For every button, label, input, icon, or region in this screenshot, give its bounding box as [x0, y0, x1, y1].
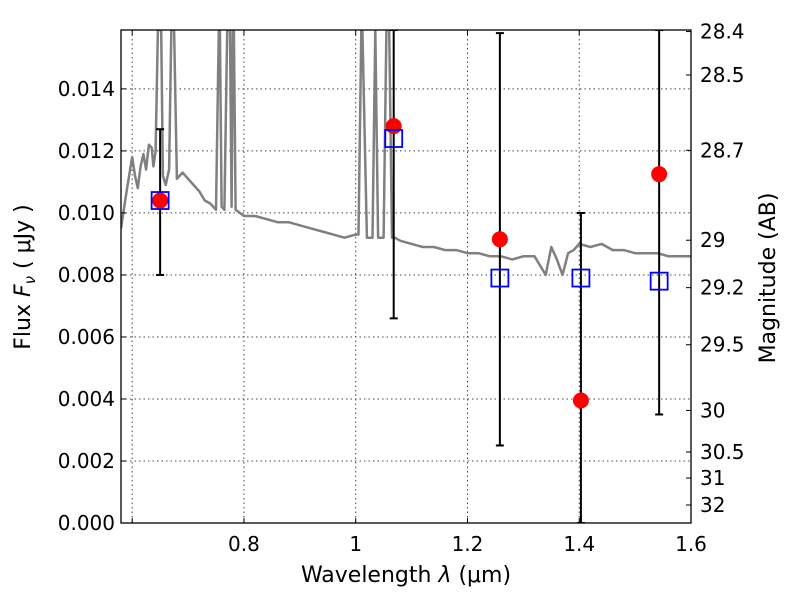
- y-tick-label: 0.002: [58, 449, 115, 473]
- y2-tick-label: 28.5: [700, 63, 745, 87]
- y2-tick-label: 29: [700, 228, 725, 252]
- y2-tick-label: 32: [700, 493, 725, 517]
- x-tick-label: 1.2: [452, 532, 484, 556]
- y2-tick-label: 28.7: [700, 138, 745, 162]
- spectrum-line: [121, 30, 691, 277]
- y2-tick-label: 30.5: [700, 440, 745, 464]
- model-point: [571, 268, 591, 288]
- x-tick-label: 1.4: [563, 532, 595, 556]
- observed-point: [152, 192, 169, 209]
- y2-tick-label: 29.2: [700, 276, 745, 300]
- x-tick-label: 0.8: [228, 532, 260, 556]
- y-tick-label: 0.008: [58, 263, 115, 287]
- observed-point: [491, 231, 508, 248]
- y2-tick-label: 28.4: [700, 20, 745, 44]
- y2-tick-label: 30: [700, 398, 725, 422]
- plot-frame: [120, 29, 692, 524]
- y2-tick-label: 31: [700, 466, 725, 490]
- data-markers: [150, 118, 669, 409]
- axis-ticks: 0.8 1 1.2 1.4 1.6 0.000 0.002 0.004 0.006 0.008 0.…: [58, 20, 745, 556]
- y2-tick-label: 29.5: [700, 333, 745, 357]
- observed-point: [651, 166, 668, 183]
- plot-background: [121, 30, 691, 523]
- model-point: [384, 129, 404, 148]
- y-tick-label: 0.000: [58, 511, 115, 535]
- x-tick-label: 1: [349, 532, 362, 556]
- y2-axis-title: Magnitude (AB): [756, 193, 781, 364]
- template-spectrum: [121, 30, 691, 277]
- observed-point: [385, 118, 402, 135]
- observed-point: [572, 392, 589, 409]
- x-tick-label: 1.6: [675, 532, 707, 556]
- y-tick-label: 0.012: [58, 139, 115, 163]
- model-point: [649, 271, 669, 291]
- y-tick-label: 0.010: [58, 201, 115, 225]
- y-tick-label: 0.006: [58, 325, 115, 349]
- y-axis-title: Flux Fν ( μJy ): [11, 204, 39, 349]
- model-point: [490, 268, 510, 288]
- x-axis-title: Wavelength λ (μm): [301, 563, 511, 588]
- error-bars: [156, 30, 664, 523]
- y-tick-label: 0.014: [58, 77, 115, 101]
- model-point: [150, 191, 170, 210]
- y-tick-label: 0.004: [58, 387, 115, 411]
